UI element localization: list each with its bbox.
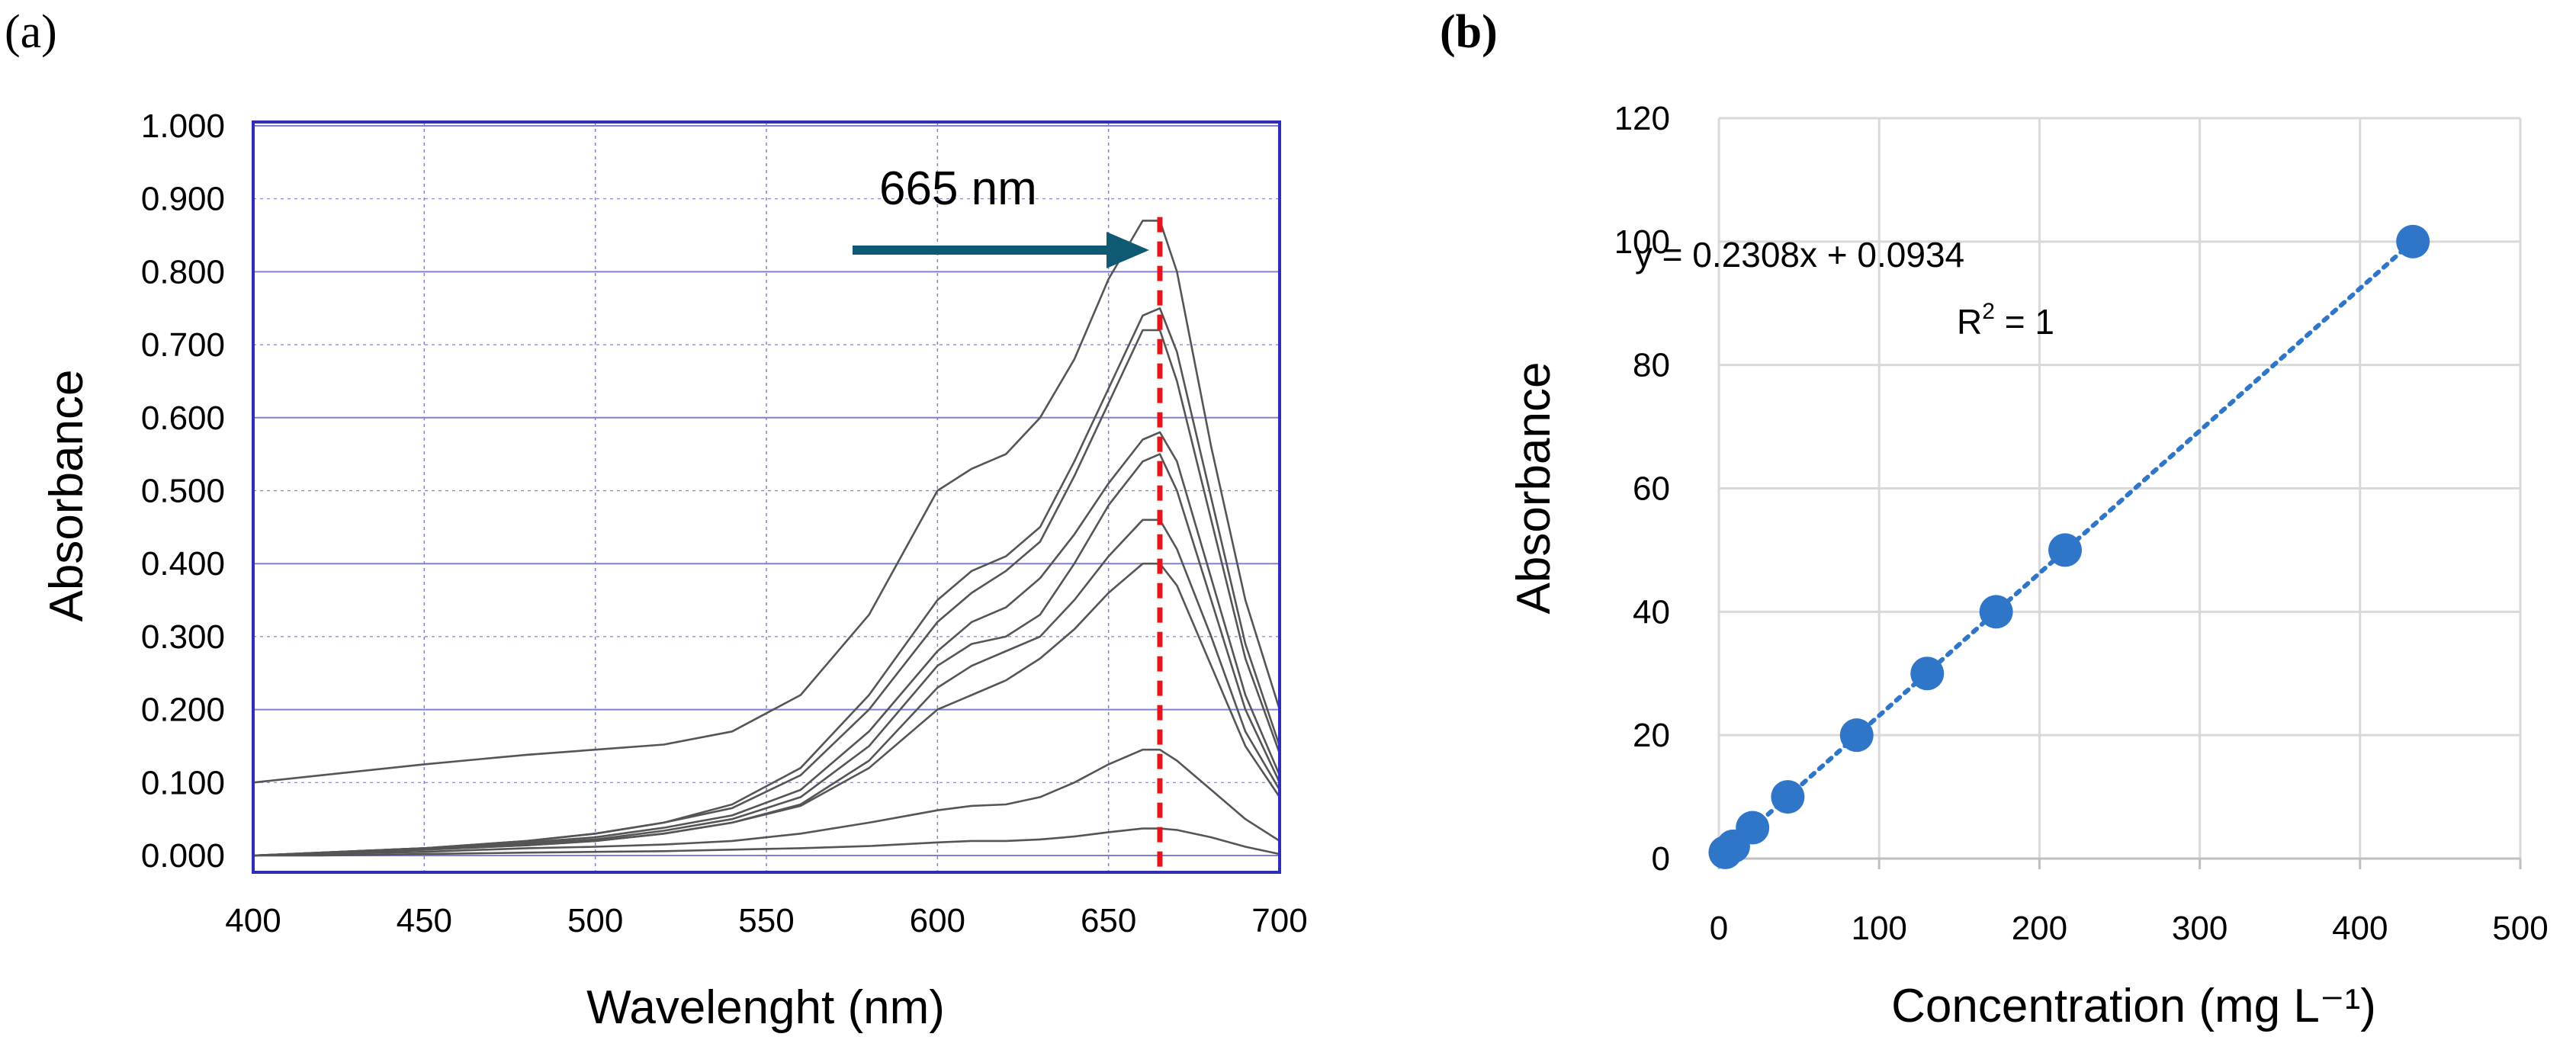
spectrum-line (253, 827, 1280, 857)
x-tick-label: 100 (1851, 910, 1906, 947)
y-tick-label: 0.800 (141, 253, 225, 291)
r-squared-sup: 2 (1982, 299, 1995, 324)
spectrum-line (252, 220, 1281, 784)
spectrum-line (252, 453, 1281, 857)
data-point (1736, 811, 1770, 845)
r-squared: R2 = 1 (1957, 299, 2054, 342)
arrow-icon (853, 232, 1149, 268)
x-tick-label: 550 (738, 902, 794, 939)
y-tick-label: 80 (1633, 347, 1670, 384)
chart-a-series (252, 220, 1281, 857)
y-tick-label: 1.000 (141, 108, 225, 145)
panel-label-b: (b) (1440, 6, 1498, 58)
spectrum-line (252, 329, 1281, 857)
x-tick-label: 700 (1251, 902, 1307, 939)
chart-a-x-ticks: 400 450 500 550 600 650 700 (225, 902, 1307, 939)
data-point (1839, 718, 1874, 753)
chart-b-y-label: Absorbance (1508, 362, 1560, 615)
y-tick-label: 100 (1614, 223, 1670, 261)
x-tick-label: 400 (225, 902, 281, 939)
y-tick-label: 0.000 (141, 837, 225, 875)
y-tick-label: 0.300 (141, 618, 225, 656)
arrow-head (1106, 232, 1149, 268)
chart-a-x-label: Wavelenght (nm) (586, 981, 945, 1034)
x-tick-label: 450 (397, 902, 452, 939)
x-tick-label: 500 (2492, 910, 2548, 947)
y-tick-label: 0.500 (141, 473, 225, 510)
spectrum-line (252, 562, 1281, 857)
chart-b-x-label: Concentration (mg L⁻¹) (1891, 980, 2376, 1032)
y-tick-label: 0.600 (141, 400, 225, 437)
chart-a: (a) 0.0000.1000.2000.3000.4000.5000.6000… (5, 6, 1308, 1034)
chart-b-points (1708, 224, 2430, 869)
y-tick-label: 20 (1633, 717, 1670, 754)
y-tick-label: 0.200 (141, 692, 225, 729)
data-point (1910, 657, 1945, 691)
y-tick-label: 0.100 (141, 764, 225, 801)
r-squared-label: R (1957, 302, 1982, 342)
x-tick-label: 400 (2332, 910, 2388, 947)
peak-annotation: 665 nm (879, 162, 1037, 215)
spectrum-line (252, 748, 1280, 857)
x-tick-label: 500 (567, 902, 623, 939)
x-tick-label: 600 (910, 902, 965, 939)
x-tick-label: 0 (1710, 910, 1728, 947)
y-tick-label: 0.900 (141, 181, 225, 218)
chart-b-y-ticks: 0 20 40 60 80 100 120 (1614, 100, 1670, 878)
chart-a-frame (252, 120, 1281, 874)
chart-b-x-ticks: 0 100 200 300 400 500 (1710, 910, 2549, 947)
data-point (2396, 224, 2430, 258)
chart-b-grid (1717, 117, 2522, 869)
x-tick-label: 300 (2172, 910, 2228, 947)
chart-a-grid (252, 122, 1280, 872)
y-tick-label: 0.400 (141, 545, 225, 583)
chart-b: (b) 0 20 40 60 80 100 120 0 100 200 300 400 500 y =… (1440, 6, 2549, 1032)
data-point (1771, 780, 1805, 814)
y-tick-label: 40 (1633, 593, 1670, 631)
data-point (2048, 533, 2083, 567)
y-tick-label: 60 (1633, 470, 1670, 508)
spectrum-line (252, 431, 1281, 857)
y-tick-label: 0.700 (141, 326, 225, 364)
panel-label-a: (a) (5, 6, 57, 58)
chart-a-y-label: Absorbance (40, 370, 93, 622)
data-point (1979, 595, 2013, 629)
r-squared-value: = 1 (1995, 302, 2054, 342)
x-tick-label: 650 (1081, 902, 1136, 939)
trendline-equation: y = 0.2308x + 0.0934 (1635, 235, 1964, 274)
x-tick-label: 200 (2012, 910, 2067, 947)
chart-a-y-ticks: 0.000 0.100 0.200 0.300 0.400 0.500 0.600 0.700… (141, 108, 225, 875)
y-tick-label: 0 (1652, 840, 1670, 878)
y-tick-label: 120 (1614, 100, 1670, 137)
